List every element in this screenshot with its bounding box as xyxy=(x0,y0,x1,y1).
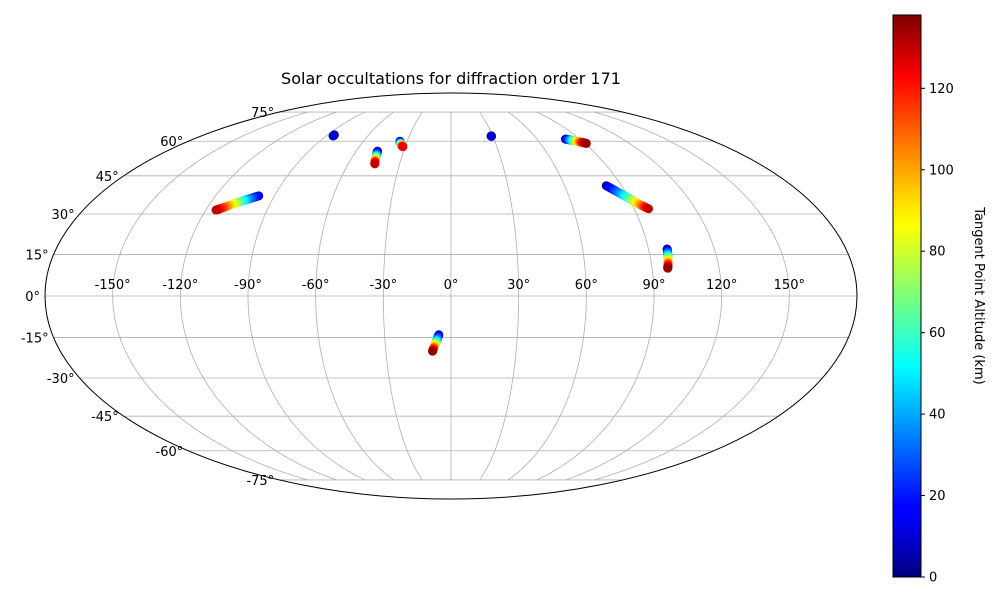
latitude-tick-label: 15° xyxy=(26,248,49,263)
occultation-point xyxy=(328,131,338,141)
occultation-point xyxy=(581,138,591,148)
occultation-point xyxy=(398,142,408,152)
longitude-tick-labels: -150° -120° -90° -60° -30° 0° 30° 60° 90° 120° 150… xyxy=(95,278,805,293)
map-outline xyxy=(44,92,858,500)
longitude-tick-label: 60° xyxy=(575,278,598,293)
latitude-tick-label: -15° xyxy=(21,332,49,347)
longitude-tick-label: 30° xyxy=(507,278,530,293)
occultation-point xyxy=(428,346,438,356)
colorbar-tick-label: 100 xyxy=(929,163,954,178)
longitude-tick-label: 0° xyxy=(444,278,459,293)
colorbar-tick-label: 40 xyxy=(929,408,946,423)
latitude-tick-label: 30° xyxy=(52,208,75,223)
graticule xyxy=(45,111,857,481)
latitude-tick-label: -75° xyxy=(246,474,274,489)
latitude-tick-label: 0° xyxy=(25,290,40,305)
colorbar xyxy=(892,14,922,578)
latitude-tick-labels: -75° -60° -45° -30° -15° 0° 15° 30° 45° 60° 75° xyxy=(21,106,274,489)
occultation-points xyxy=(211,130,673,356)
longitude-tick-label: 90° xyxy=(642,278,665,293)
latitude-tick-label: -45° xyxy=(91,410,119,425)
occultation-point xyxy=(211,205,221,215)
colorbar-tick-label: 60 xyxy=(929,326,946,341)
colorbar-tick-label: 0 xyxy=(929,571,937,586)
colorbar-label: Tangent Point Altitude (km) xyxy=(971,206,986,384)
colorbar-tick-label: 20 xyxy=(929,489,946,504)
colorbar-ticks: 0 20 40 60 80 100 120 xyxy=(921,82,954,586)
colorbar-tick-label: 120 xyxy=(929,82,954,97)
occultation-point xyxy=(663,263,673,273)
latitude-tick-label: -30° xyxy=(47,372,75,387)
chart-title: Solar occultations for diffraction order… xyxy=(281,69,621,88)
longitude-tick-label: -60° xyxy=(302,278,330,293)
latitude-tick-label: 45° xyxy=(96,170,119,185)
occultation-point xyxy=(644,204,654,214)
longitude-tick-label: -150° xyxy=(95,278,131,293)
longitude-tick-label: 120° xyxy=(706,278,737,293)
longitude-tick-label: -30° xyxy=(369,278,397,293)
latitude-tick-label: -60° xyxy=(156,445,184,460)
occultation-point xyxy=(370,159,380,169)
occultation-point xyxy=(486,131,496,141)
latitude-tick-label: 60° xyxy=(160,135,183,150)
longitude-tick-label: -120° xyxy=(162,278,198,293)
colorbar-tick-label: 80 xyxy=(929,245,946,260)
longitude-tick-label: 150° xyxy=(774,278,805,293)
longitude-tick-label: -90° xyxy=(234,278,262,293)
latitude-tick-label: 75° xyxy=(251,106,274,121)
